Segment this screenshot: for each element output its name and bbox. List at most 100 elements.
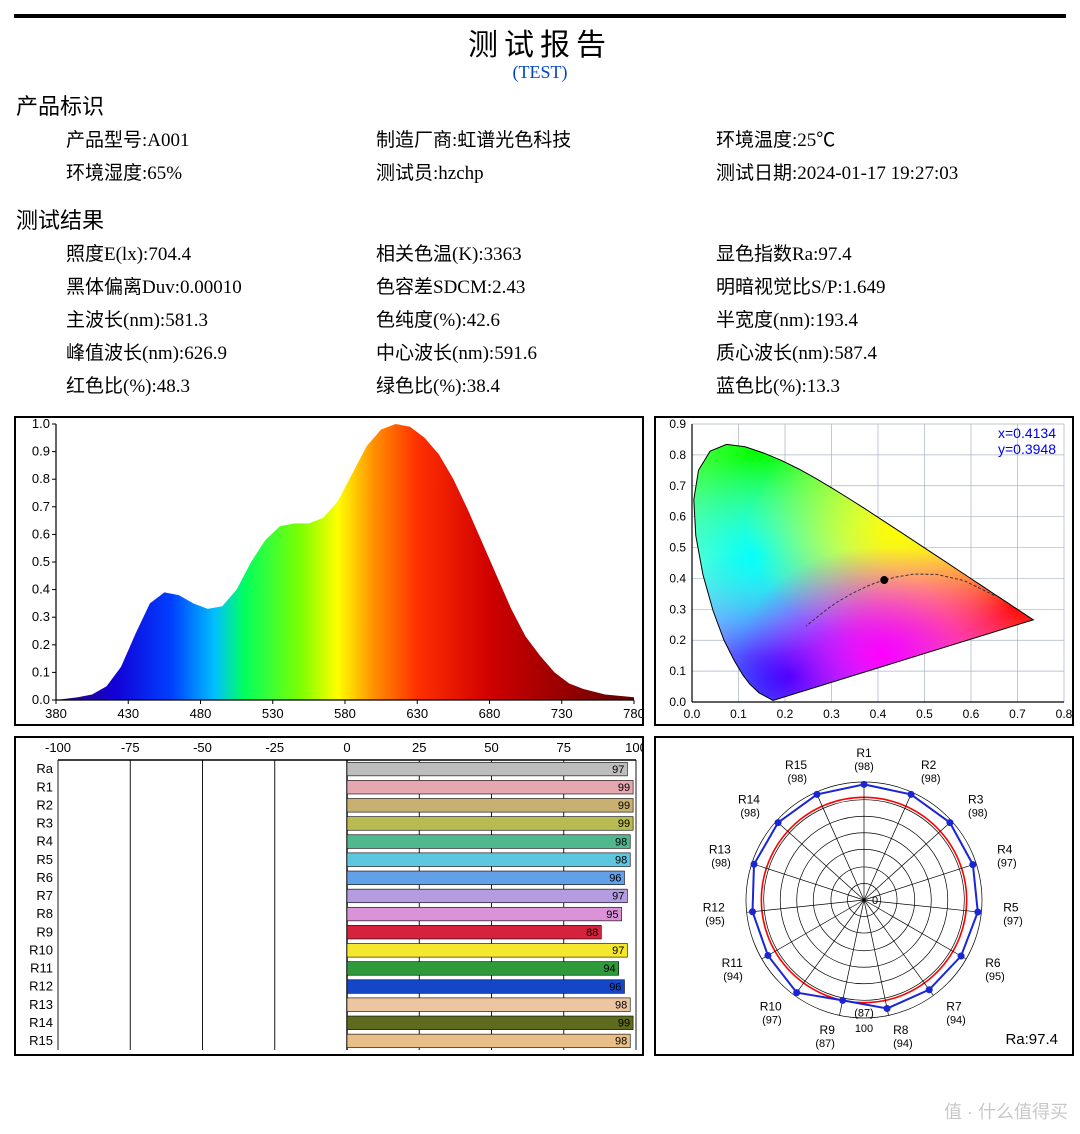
result-item: 质心波长(nm):587.4 bbox=[716, 338, 1066, 365]
svg-text:0.0: 0.0 bbox=[669, 695, 686, 709]
svg-text:50: 50 bbox=[484, 740, 498, 755]
result-item: 色容差SDCM:2.43 bbox=[376, 272, 706, 299]
svg-text:99: 99 bbox=[618, 818, 630, 830]
svg-text:730: 730 bbox=[551, 706, 573, 721]
result-item: 相关色温(K):3363 bbox=[376, 239, 706, 266]
svg-text:Ra: Ra bbox=[36, 761, 53, 776]
svg-text:R5: R5 bbox=[36, 852, 53, 867]
svg-text:99: 99 bbox=[618, 782, 630, 794]
results-grid: 照度E(lx):704.4相关色温(K):3363显色指数Ra:97.4黑体偏离… bbox=[66, 239, 1066, 398]
svg-text:0.9: 0.9 bbox=[32, 444, 50, 459]
svg-text:0.1: 0.1 bbox=[669, 664, 686, 678]
svg-text:25: 25 bbox=[412, 740, 426, 755]
svg-text:0.5: 0.5 bbox=[916, 707, 933, 721]
radar-panel: R1(98)R2(98)R3(98)R4(97)R5(97)R6(95)R7(9… bbox=[654, 736, 1074, 1056]
svg-text:y=0.3948: y=0.3948 bbox=[998, 441, 1056, 457]
svg-text:96: 96 bbox=[609, 981, 621, 993]
svg-text:0: 0 bbox=[343, 740, 350, 755]
svg-text:R9: R9 bbox=[820, 1023, 836, 1037]
svg-text:0.2: 0.2 bbox=[669, 633, 686, 647]
result-item: 红色比(%):48.3 bbox=[66, 371, 366, 398]
svg-text:(94): (94) bbox=[893, 1038, 913, 1050]
charts-grid: 0.00.10.20.30.40.50.60.70.80.91.03804304… bbox=[14, 416, 1066, 1056]
svg-text:R4: R4 bbox=[997, 843, 1013, 857]
svg-text:630: 630 bbox=[406, 706, 428, 721]
result-item: 黑体偏离Duv:0.00010 bbox=[66, 272, 366, 299]
svg-text:0.4: 0.4 bbox=[870, 707, 887, 721]
svg-text:-75: -75 bbox=[121, 740, 140, 755]
svg-text:(94): (94) bbox=[946, 1014, 966, 1026]
svg-text:580: 580 bbox=[334, 706, 356, 721]
svg-text:R11: R11 bbox=[722, 956, 743, 970]
svg-text:0.0: 0.0 bbox=[684, 707, 701, 721]
svg-text:0.0: 0.0 bbox=[32, 692, 50, 707]
svg-text:(98): (98) bbox=[854, 761, 874, 773]
svg-text:0.8: 0.8 bbox=[1056, 707, 1072, 721]
svg-text:R2: R2 bbox=[921, 758, 937, 772]
result-item: 峰值波长(nm):626.9 bbox=[66, 338, 366, 365]
svg-text:88: 88 bbox=[586, 927, 598, 939]
svg-text:R7: R7 bbox=[946, 999, 962, 1013]
svg-text:0.4: 0.4 bbox=[32, 582, 50, 597]
svg-text:R7: R7 bbox=[36, 888, 53, 903]
svg-text:0.7: 0.7 bbox=[32, 499, 50, 514]
svg-text:0.3: 0.3 bbox=[669, 602, 686, 616]
page-title: 测试报告 bbox=[14, 20, 1066, 64]
svg-text:480: 480 bbox=[190, 706, 212, 721]
svg-text:(87): (87) bbox=[815, 1038, 835, 1050]
svg-text:75: 75 bbox=[557, 740, 571, 755]
result-item: 绿色比(%):38.4 bbox=[376, 371, 706, 398]
page-subtitle: (TEST) bbox=[14, 62, 1066, 83]
svg-text:0.9: 0.9 bbox=[669, 418, 686, 431]
svg-text:R15: R15 bbox=[785, 758, 807, 772]
svg-text:x=0.4134: x=0.4134 bbox=[998, 425, 1056, 441]
svg-text:94: 94 bbox=[603, 963, 615, 975]
svg-text:(97): (97) bbox=[1003, 916, 1023, 928]
svg-text:0.1: 0.1 bbox=[32, 664, 50, 679]
svg-text:0.6: 0.6 bbox=[32, 526, 50, 541]
result-item: 明暗视觉比S/P:1.649 bbox=[716, 272, 1066, 299]
svg-text:430: 430 bbox=[117, 706, 139, 721]
svg-text:R12: R12 bbox=[703, 901, 725, 915]
svg-text:(95): (95) bbox=[705, 916, 725, 928]
svg-text:96: 96 bbox=[609, 873, 621, 885]
svg-text:R5: R5 bbox=[1003, 901, 1019, 915]
model: 产品型号:A001 bbox=[66, 125, 366, 152]
svg-text:98: 98 bbox=[615, 854, 627, 866]
svg-text:530: 530 bbox=[262, 706, 284, 721]
svg-text:-50: -50 bbox=[193, 740, 212, 755]
svg-text:0.8: 0.8 bbox=[669, 448, 686, 462]
svg-text:(97): (97) bbox=[762, 1014, 782, 1026]
result-item: 中心波长(nm):591.6 bbox=[376, 338, 706, 365]
svg-text:0.4: 0.4 bbox=[669, 571, 686, 585]
svg-text:99: 99 bbox=[618, 1018, 630, 1030]
svg-text:380: 380 bbox=[45, 706, 67, 721]
svg-text:R10: R10 bbox=[760, 999, 782, 1013]
result-item: 照度E(lx):704.4 bbox=[66, 239, 366, 266]
svg-text:(95): (95) bbox=[985, 971, 1005, 983]
svg-text:R13: R13 bbox=[709, 843, 731, 857]
svg-text:97: 97 bbox=[612, 891, 624, 903]
svg-text:0.6: 0.6 bbox=[963, 707, 980, 721]
svg-text:95: 95 bbox=[606, 909, 618, 921]
svg-text:(94): (94) bbox=[723, 971, 743, 983]
svg-text:R2: R2 bbox=[36, 797, 53, 812]
svg-text:R8: R8 bbox=[893, 1023, 909, 1037]
svg-text:-100: -100 bbox=[45, 740, 71, 755]
page-top-rule bbox=[14, 14, 1066, 18]
svg-text:R14: R14 bbox=[738, 792, 760, 806]
cri-bar-panel: -100-75-50-250255075100Ra97R199R299R399R… bbox=[14, 736, 644, 1056]
result-item: 蓝色比(%):13.3 bbox=[716, 371, 1066, 398]
product-info-heading: 产品标识 bbox=[16, 89, 1066, 121]
svg-text:0.2: 0.2 bbox=[777, 707, 794, 721]
svg-text:R8: R8 bbox=[36, 906, 53, 921]
svg-text:100: 100 bbox=[855, 1023, 873, 1035]
test-date: 测试日期:2024-01-17 19:27:03 bbox=[716, 158, 1066, 185]
svg-text:98: 98 bbox=[615, 999, 627, 1011]
svg-text:0.8: 0.8 bbox=[32, 471, 50, 486]
cie-panel: x=0.4134y=0.3948 0.0 0.1 0.2 0.3 0.4 0.5 0.6 0.7… bbox=[654, 416, 1074, 726]
svg-text:0.7: 0.7 bbox=[1009, 707, 1026, 721]
svg-text:0.3: 0.3 bbox=[823, 707, 840, 721]
svg-text:0: 0 bbox=[872, 895, 878, 907]
tester: 测试员:hzchp bbox=[376, 158, 706, 185]
